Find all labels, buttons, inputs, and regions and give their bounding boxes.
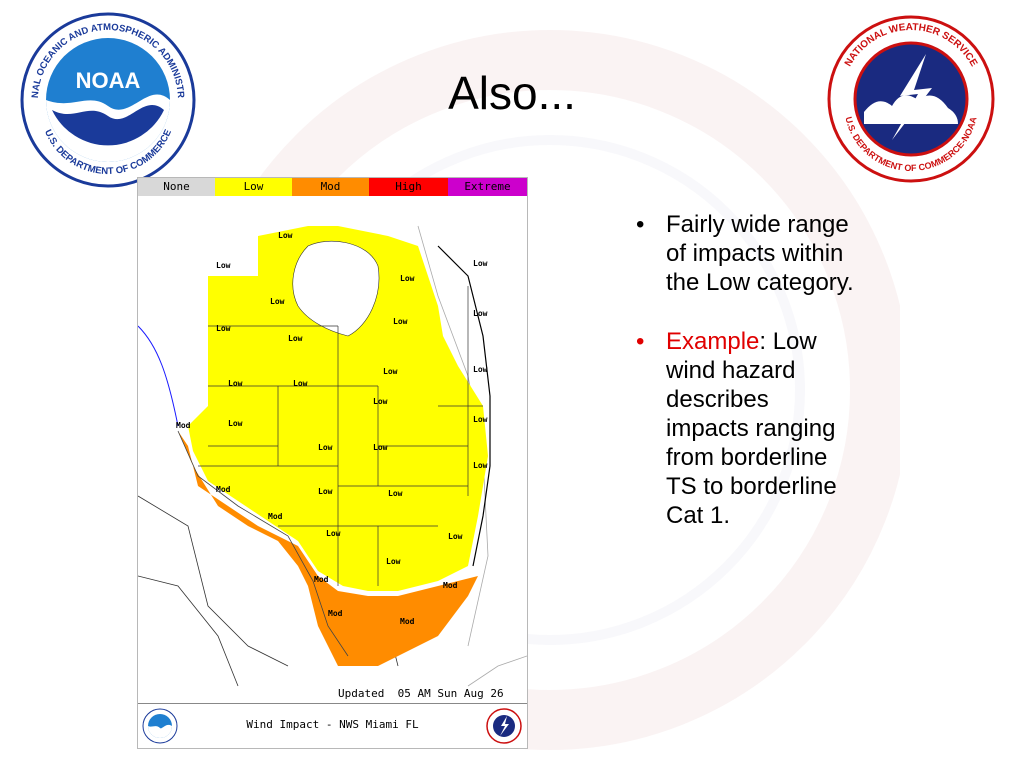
- svg-text:Low: Low: [288, 334, 303, 343]
- svg-text:Low: Low: [373, 397, 388, 406]
- noaa-mini-logo-icon: [142, 708, 178, 744]
- nws-logo: NATIONAL WEATHER SERVICE U.S. DEPARTMENT…: [827, 15, 995, 183]
- svg-text:Low: Low: [473, 365, 488, 374]
- svg-text:Low: Low: [383, 367, 398, 376]
- bullet-item-1: • Fairly wide range of impacts within th…: [636, 210, 856, 297]
- south-florida-map: Low Low Low Low Low Low Low Low Low Low …: [138, 225, 527, 687]
- svg-text:Mod: Mod: [216, 485, 231, 494]
- svg-text:Mod: Mod: [176, 421, 191, 430]
- svg-text:Low: Low: [386, 557, 401, 566]
- bullet-list: • Fairly wide range of impacts within th…: [636, 210, 856, 560]
- svg-text:Low: Low: [373, 443, 388, 452]
- svg-text:Low: Low: [270, 297, 285, 306]
- impact-legend: None Low Mod High Extreme: [138, 178, 527, 196]
- svg-text:Mod: Mod: [443, 581, 458, 590]
- noaa-logo-text: NOAA: [76, 68, 141, 93]
- legend-none: None: [138, 178, 215, 196]
- svg-text:Low: Low: [473, 309, 488, 318]
- svg-text:Low: Low: [216, 324, 231, 333]
- svg-text:Low: Low: [278, 231, 293, 240]
- svg-text:Low: Low: [228, 379, 243, 388]
- svg-text:Low: Low: [473, 415, 488, 424]
- bullet-highlight: Example: [666, 328, 760, 355]
- map-footer: Wind Impact - NWS Miami FL: [138, 703, 527, 748]
- updated-timestamp: Updated 05 AM Sun Aug 26: [338, 687, 504, 700]
- bullet-text-2: : Low wind hazard describes impacts rang…: [666, 328, 837, 529]
- svg-text:Mod: Mod: [314, 575, 329, 584]
- legend-mod: Mod: [292, 178, 369, 196]
- svg-text:Low: Low: [318, 487, 333, 496]
- svg-text:Low: Low: [400, 274, 415, 283]
- legend-high: High: [369, 178, 448, 196]
- svg-text:Mod: Mod: [328, 609, 343, 618]
- svg-text:Low: Low: [216, 261, 231, 270]
- legend-low: Low: [215, 178, 292, 196]
- nws-mini-logo-icon: [486, 708, 522, 744]
- svg-text:Low: Low: [293, 379, 308, 388]
- slide-title: Also...: [448, 67, 576, 119]
- legend-extreme: Extreme: [448, 178, 527, 196]
- svg-text:Mod: Mod: [400, 617, 415, 626]
- bullet-text-1: Fairly wide range of impacts within the …: [666, 211, 854, 296]
- zone-labels: Low Low Low Low Low Low Low Low Low Low …: [176, 231, 488, 626]
- wind-impact-map: None Low Mod High Extreme Low Low Low Lo…: [137, 177, 528, 749]
- svg-text:Low: Low: [448, 532, 463, 541]
- svg-text:Low: Low: [318, 443, 333, 452]
- svg-text:Low: Low: [473, 259, 488, 268]
- bullet-item-2: • Example: Low wind hazard describes imp…: [636, 328, 837, 529]
- svg-text:Mod: Mod: [268, 512, 283, 521]
- svg-text:Low: Low: [228, 419, 243, 428]
- noaa-logo: NOAA NATIONAL OCEANIC AND ATMOSPHERIC AD…: [18, 10, 196, 188]
- svg-text:Low: Low: [388, 489, 403, 498]
- svg-text:Low: Low: [326, 529, 341, 538]
- map-footer-text: Wind Impact - NWS Miami FL: [246, 718, 419, 731]
- svg-text:Low: Low: [473, 461, 488, 470]
- svg-text:Low: Low: [393, 317, 408, 326]
